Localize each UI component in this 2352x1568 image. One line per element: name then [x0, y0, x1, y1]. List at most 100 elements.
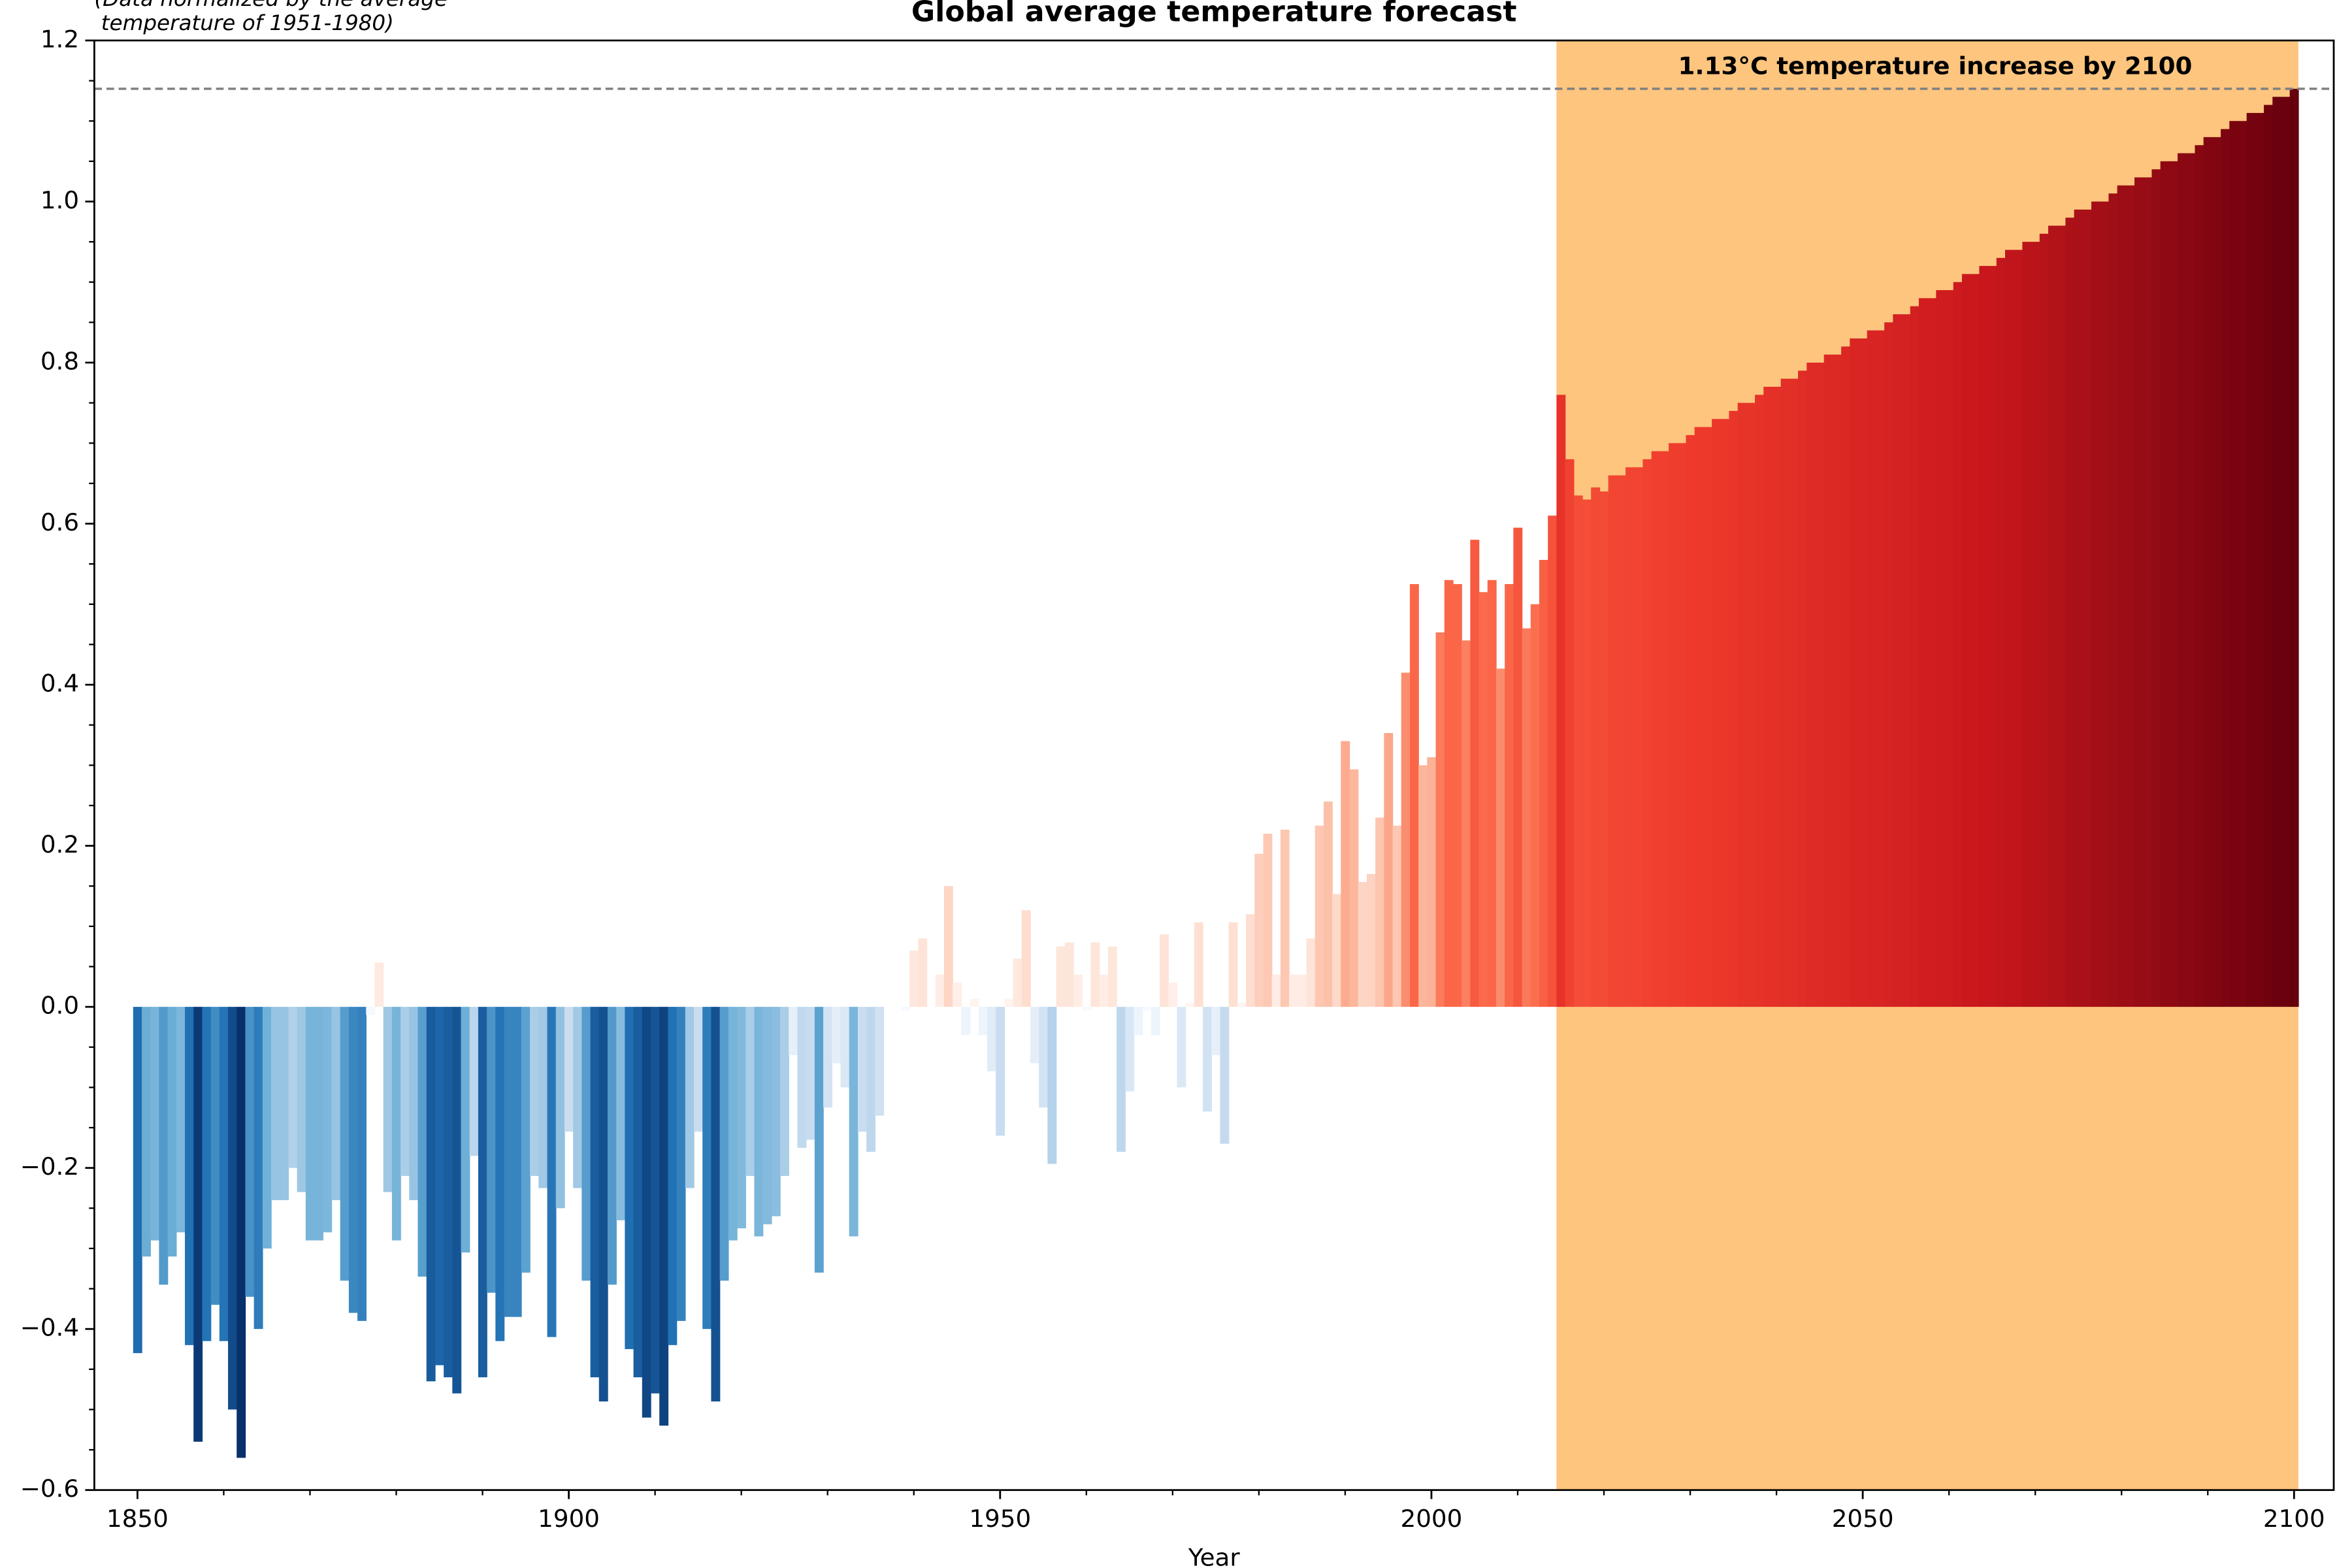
bar	[1522, 628, 1531, 1007]
bar	[1341, 741, 1350, 1007]
bar	[1850, 338, 1859, 1007]
bar	[2074, 209, 2083, 1007]
bar	[417, 1007, 427, 1277]
x-axis-label: Year	[1188, 1544, 1241, 1568]
bar	[1237, 1002, 1247, 1007]
bar	[1858, 338, 1868, 1007]
bar	[1591, 487, 1601, 1007]
bar	[616, 1007, 626, 1220]
bar	[1151, 1007, 1160, 1036]
bar	[1832, 354, 1842, 1007]
y-tick-label: 1.2	[41, 25, 79, 54]
bar	[996, 1007, 1005, 1136]
x-tick-label: 2100	[2263, 1505, 2325, 1533]
bar	[2289, 88, 2299, 1007]
bar	[711, 1007, 721, 1402]
bar	[1548, 515, 1558, 1007]
bar	[987, 1007, 996, 1071]
bar	[1918, 298, 1928, 1007]
bar	[1168, 983, 1178, 1007]
bar	[1194, 922, 1203, 1007]
bar	[1755, 395, 1764, 1007]
bar	[866, 1007, 876, 1152]
bar	[832, 1007, 841, 1064]
bar	[2108, 193, 2118, 1007]
bar	[1452, 583, 1462, 1007]
bar	[2246, 112, 2256, 1007]
bar	[2082, 209, 2092, 1007]
bar	[478, 1007, 487, 1378]
bar	[1875, 330, 1885, 1007]
bar	[909, 950, 919, 1007]
bar	[1478, 592, 1488, 1007]
bar	[1712, 419, 1721, 1007]
bar	[1021, 910, 1031, 1007]
y-tick-label: −0.6	[20, 1475, 79, 1503]
y-tick-label: 0.4	[41, 670, 79, 698]
bar	[1996, 257, 2006, 1007]
bar	[150, 1007, 160, 1241]
bar	[1944, 290, 1954, 1007]
bar	[728, 1007, 738, 1241]
bar	[210, 1007, 220, 1305]
bar	[1004, 998, 1014, 1007]
bar	[762, 1007, 772, 1224]
bar	[374, 962, 384, 1007]
bar	[1392, 825, 1402, 1007]
bar	[2048, 225, 2057, 1007]
bar	[625, 1007, 634, 1349]
bar	[953, 983, 962, 1007]
bar	[1047, 1007, 1057, 1164]
bar	[659, 1007, 669, 1426]
bar	[237, 1007, 246, 1458]
bar	[512, 1007, 522, 1317]
bar	[685, 1007, 694, 1188]
bar	[280, 1007, 289, 1200]
bar	[1203, 1007, 1212, 1112]
bar	[737, 1007, 746, 1229]
bar	[943, 886, 953, 1007]
bar	[1746, 402, 1756, 1007]
bar	[806, 1007, 815, 1140]
bar	[2065, 218, 2075, 1007]
bar	[1220, 1007, 1230, 1144]
bar	[2117, 185, 2127, 1007]
bar	[1117, 1007, 1126, 1152]
x-tick-label: 1950	[969, 1505, 1031, 1533]
bar	[1358, 882, 1367, 1007]
bar	[1823, 354, 1833, 1007]
y-tick-label: 0.8	[41, 348, 79, 376]
bar	[771, 1007, 781, 1217]
bar	[444, 1007, 453, 1378]
bar	[1884, 322, 1894, 1007]
bar	[1599, 491, 1609, 1007]
bar	[1013, 958, 1022, 1007]
bar	[288, 1007, 298, 1168]
bar	[1306, 938, 1316, 1007]
bar	[780, 1007, 789, 1176]
y-tick-label: 0.6	[41, 508, 79, 536]
x-tick-label: 2000	[1401, 1505, 1463, 1533]
bar	[1987, 266, 1997, 1007]
bar	[918, 938, 928, 1007]
bar	[176, 1007, 186, 1233]
bar	[391, 1007, 401, 1241]
bar	[228, 1007, 237, 1410]
bar	[159, 1007, 169, 1285]
bar	[2229, 121, 2239, 1007]
bar	[1530, 604, 1540, 1007]
bar	[331, 1007, 341, 1200]
bar	[702, 1007, 712, 1330]
bar	[193, 1007, 203, 1442]
bar	[487, 1007, 497, 1293]
bar	[1625, 467, 1635, 1007]
bar	[1677, 443, 1687, 1007]
bar	[521, 1007, 531, 1273]
bar	[434, 1007, 444, 1365]
bar	[452, 1007, 462, 1394]
bar	[297, 1007, 306, 1192]
bar	[1867, 330, 1876, 1007]
bar	[2004, 250, 2014, 1007]
bar	[366, 1007, 376, 1015]
